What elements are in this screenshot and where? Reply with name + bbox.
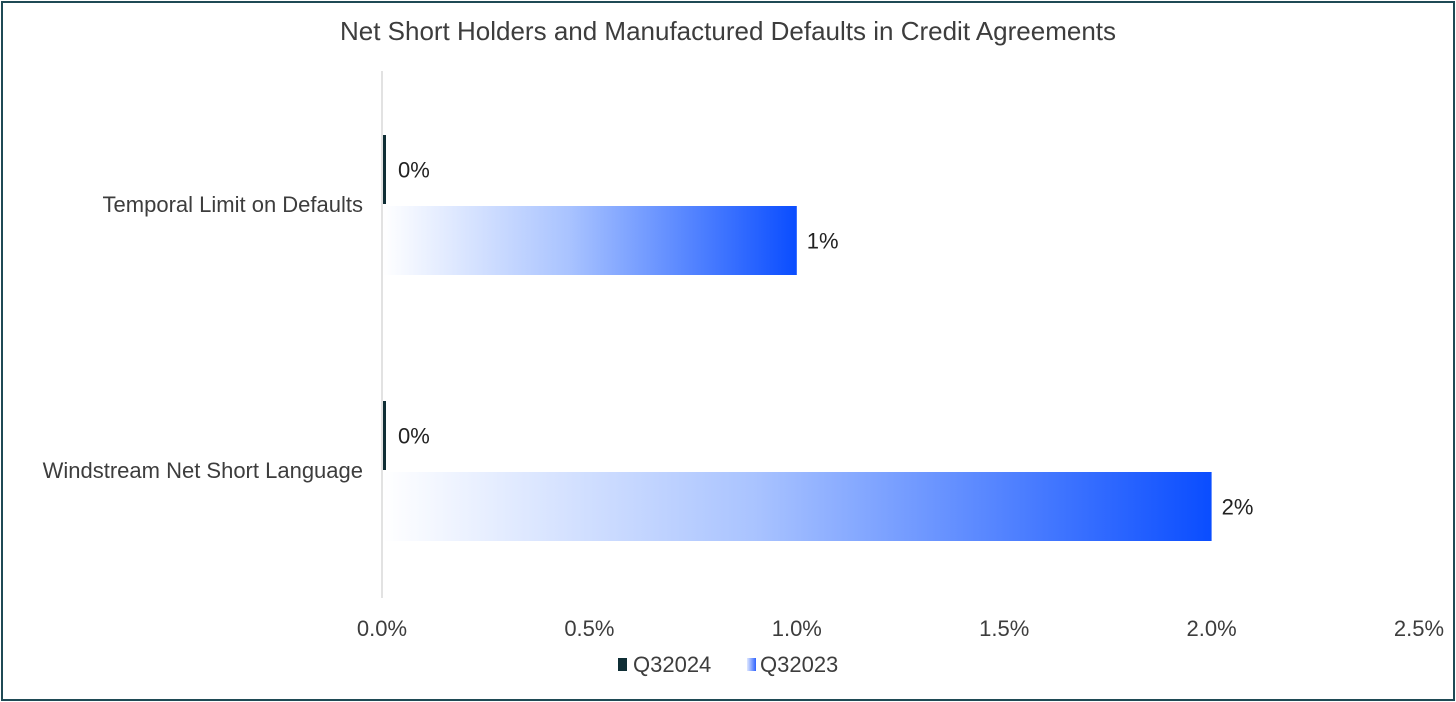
category-label: Windstream Net Short Language <box>43 458 363 483</box>
legend-swatch-q32023 <box>747 658 756 671</box>
legend-label-q32023: Q32023 <box>760 652 838 677</box>
x-tick-label: 0.0% <box>357 616 407 641</box>
category-label: Temporal Limit on Defaults <box>103 192 363 217</box>
x-tick-label: 1.5% <box>979 616 1029 641</box>
x-tick-label: 0.5% <box>564 616 614 641</box>
x-tick-label: 1.0% <box>772 616 822 641</box>
bar-q32023-1 <box>383 472 1212 541</box>
legend-swatch-q32024 <box>618 658 627 671</box>
data-label: 0% <box>398 424 430 449</box>
bar-chart: Net Short Holders and Manufactured Defau… <box>43 16 1444 677</box>
bar-q32024-0 <box>383 135 386 204</box>
bars-group: 0% 1% 0% 2% <box>383 135 1253 541</box>
chart-title: Net Short Holders and Manufactured Defau… <box>340 16 1116 46</box>
x-tick-labels: 0.0% 0.5% 1.0% 1.5% 2.0% 2.5% <box>357 616 1444 641</box>
category-labels: Temporal Limit on Defaults Windstream Net… <box>43 192 363 483</box>
data-label: 0% <box>398 158 430 183</box>
data-label: 2% <box>1222 495 1254 520</box>
data-label: 1% <box>807 229 839 254</box>
bar-q32024-1 <box>383 401 386 470</box>
legend: Q32024 Q32023 <box>618 652 838 677</box>
bar-q32023-0 <box>383 206 797 275</box>
x-tick-label: 2.0% <box>1187 616 1237 641</box>
x-tick-label: 2.5% <box>1394 616 1444 641</box>
legend-label-q32024: Q32024 <box>633 652 711 677</box>
